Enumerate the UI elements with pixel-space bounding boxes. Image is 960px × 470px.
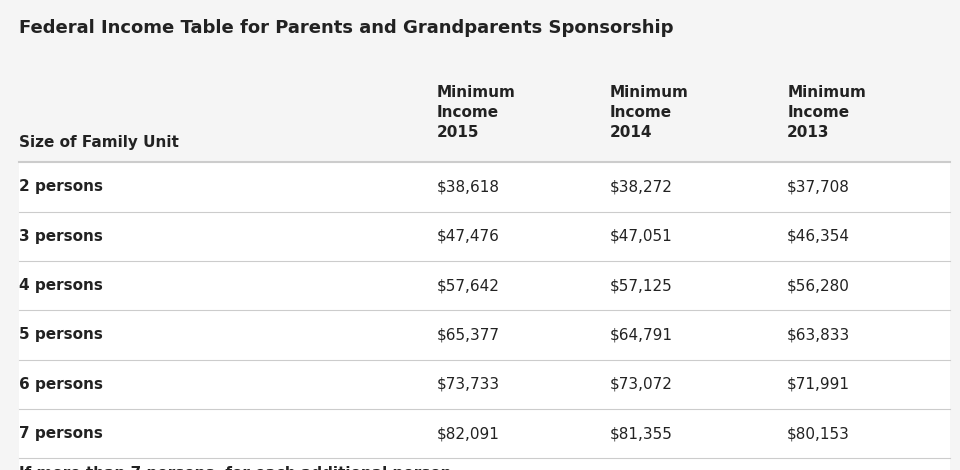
- Text: Minimum
Income
2014: Minimum Income 2014: [610, 85, 688, 141]
- Text: $82,091: $82,091: [437, 426, 499, 441]
- Text: $47,051: $47,051: [610, 229, 672, 243]
- Bar: [19, 458, 950, 470]
- Text: Size of Family Unit: Size of Family Unit: [19, 135, 180, 150]
- Text: $71,991: $71,991: [787, 377, 851, 392]
- Text: 4 persons: 4 persons: [19, 278, 103, 293]
- Text: 2 persons: 2 persons: [19, 180, 104, 194]
- Text: Minimum
Income
2013: Minimum Income 2013: [787, 85, 866, 141]
- Bar: [19, 409, 950, 458]
- Text: $57,642: $57,642: [437, 278, 499, 293]
- Text: $38,618: $38,618: [437, 180, 500, 194]
- Text: 7 persons: 7 persons: [19, 426, 103, 441]
- Bar: [19, 162, 950, 212]
- Text: $46,354: $46,354: [787, 229, 851, 243]
- Bar: [19, 261, 950, 310]
- Bar: [19, 360, 950, 409]
- Text: $73,733: $73,733: [437, 377, 500, 392]
- Text: $80,153: $80,153: [787, 426, 850, 441]
- Bar: [19, 212, 950, 261]
- Text: $57,125: $57,125: [610, 278, 672, 293]
- Text: 6 persons: 6 persons: [19, 377, 104, 392]
- Text: 3 persons: 3 persons: [19, 229, 103, 243]
- Text: 5 persons: 5 persons: [19, 328, 103, 342]
- Text: $38,272: $38,272: [610, 180, 672, 194]
- Text: $81,355: $81,355: [610, 426, 672, 441]
- Bar: [19, 80, 950, 162]
- Text: $63,833: $63,833: [787, 328, 851, 342]
- Text: $73,072: $73,072: [610, 377, 672, 392]
- Text: Minimum
Income
2015: Minimum Income 2015: [437, 85, 516, 141]
- Text: $37,708: $37,708: [787, 180, 850, 194]
- Text: $65,377: $65,377: [437, 328, 500, 342]
- Text: $47,476: $47,476: [437, 229, 499, 243]
- Text: $56,280: $56,280: [787, 278, 850, 293]
- Text: If more than 7 persons, for each additional person,
add: If more than 7 persons, for each additio…: [19, 466, 457, 470]
- Bar: [19, 310, 950, 360]
- Text: Federal Income Table for Parents and Grandparents Sponsorship: Federal Income Table for Parents and Gra…: [19, 19, 674, 37]
- Text: $64,791: $64,791: [610, 328, 673, 342]
